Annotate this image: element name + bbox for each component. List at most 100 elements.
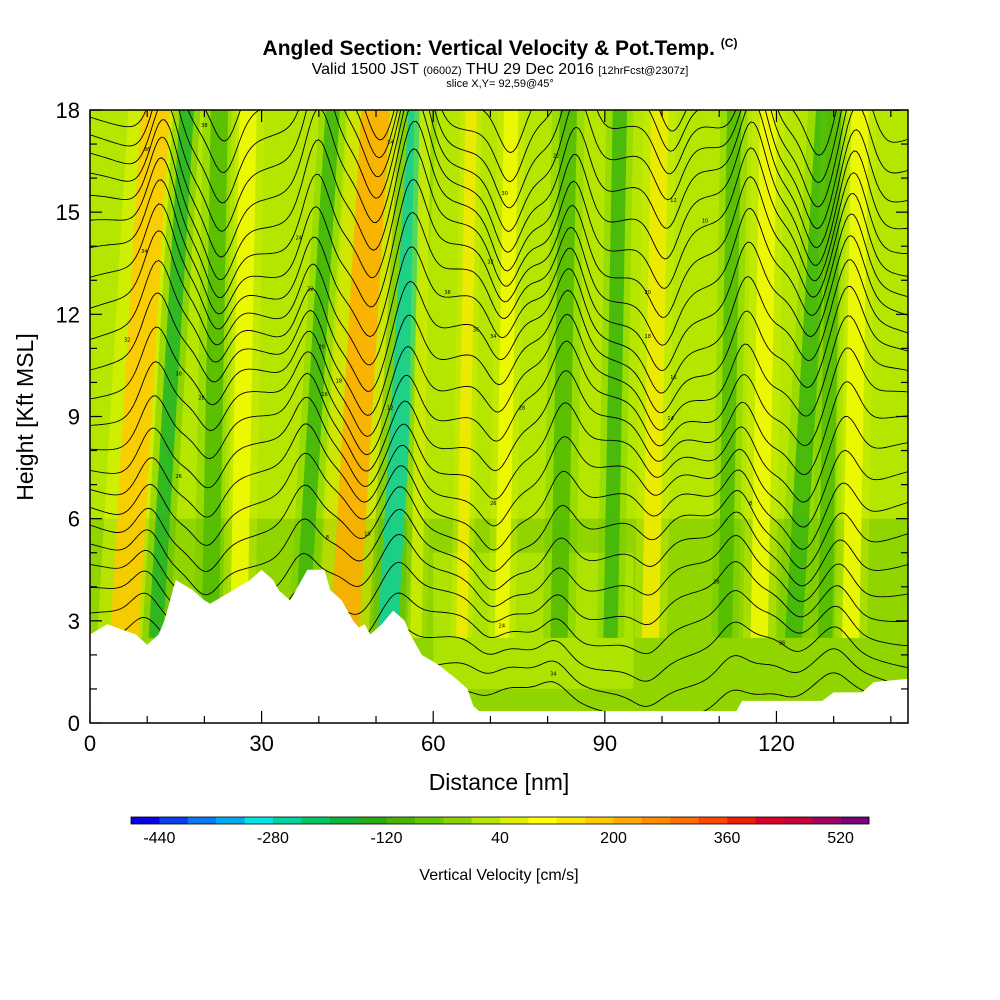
- colorbar-tick-label: 520: [827, 830, 854, 847]
- colorbar-tick-label: 360: [714, 830, 741, 847]
- theta-contour-label: 32: [487, 259, 493, 265]
- colorbar-bin: [528, 817, 558, 824]
- velocity-band: [201, 110, 229, 638]
- theta-contour: [90, 313, 908, 437]
- colorbar-bin: [386, 817, 416, 824]
- valid-prefix: Valid 1500 JST: [311, 61, 419, 78]
- theta-contour-label: 16: [321, 392, 327, 398]
- chart-subtitle: Valid 1500 JST (0600Z) THU 29 Dec 2016 […: [0, 61, 1000, 79]
- velocity-band: [377, 110, 429, 638]
- theta-contour: [90, 110, 908, 232]
- colorbar-bin: [131, 817, 160, 824]
- theta-contour-label: 28: [198, 395, 204, 401]
- colorbar-tick-label: 40: [491, 830, 509, 847]
- theta-contour-label: 24: [499, 624, 505, 630]
- y-tick-label: 12: [56, 302, 80, 327]
- x-axis-title: Distance [nm]: [429, 769, 570, 795]
- colorbar-tick-label: -120: [370, 830, 402, 847]
- theta-contour-label: 8: [749, 501, 752, 507]
- theta-contour-label: 38: [444, 290, 450, 296]
- theta-contour-label: 26: [490, 501, 496, 507]
- forecast-label: [12hrFcst@2307z]: [598, 65, 689, 77]
- velocity-band-halo: [634, 110, 677, 638]
- theta-contour: [204, 110, 837, 156]
- velocity-band-halo: [596, 110, 634, 638]
- velocity-band-halo: [405, 110, 437, 638]
- velocity-band: [494, 110, 519, 638]
- colorbar-bin: [613, 817, 643, 824]
- velocity-band: [785, 110, 834, 638]
- theta-contour-label: 38: [713, 579, 719, 585]
- x-tick-label: 120: [758, 731, 795, 756]
- colorbar-bin: [443, 817, 472, 824]
- theta-contour-label: 36: [779, 641, 785, 647]
- theta-contour-label: 18: [336, 378, 342, 384]
- colorbar-bin: [556, 817, 586, 824]
- theta-contour: [90, 396, 908, 503]
- y-tick-label: 9: [68, 405, 80, 430]
- theta-contour-label: 36: [144, 147, 150, 153]
- velocity-band-halo: [542, 110, 585, 638]
- velocity-band-halo: [193, 110, 236, 638]
- chart-title: Angled Section: Vertical Velocity & Pot.…: [0, 36, 1000, 61]
- theta-contour-label: 20: [645, 290, 651, 296]
- velocity-band-halo: [97, 110, 183, 638]
- colorbar-bin: [641, 817, 671, 824]
- y-axis-title: Height [Kft MSL]: [12, 333, 38, 500]
- theta-contour-label: 36: [473, 327, 479, 333]
- velocity-band: [550, 110, 577, 638]
- colorbar-bin: [216, 817, 245, 824]
- theta-contour-label: 16: [670, 375, 676, 381]
- theta-contour: [90, 423, 908, 528]
- y-tick-label: 18: [56, 98, 80, 123]
- colorbar-bin: [670, 817, 699, 824]
- y-tick-label: 3: [68, 609, 80, 634]
- theta-contour-label: 32: [124, 338, 130, 344]
- x-tick-label: 90: [593, 731, 617, 756]
- colorbar-bin: [727, 817, 756, 824]
- valid-utc: (0600Z): [423, 65, 462, 77]
- theta-contour: [90, 120, 908, 281]
- theta-contour-label: 26: [175, 474, 181, 480]
- colorbar-bin: [755, 817, 785, 824]
- colorbar-title: Vertical Velocity [cm/s]: [419, 867, 578, 884]
- colorbar-tick-label: 200: [600, 830, 627, 847]
- velocity-band-halo: [222, 110, 265, 638]
- title-main: Angled Section: Vertical Velocity & Pot.…: [262, 37, 715, 60]
- theta-contour-label: 18: [645, 334, 651, 340]
- colorbar-bin: [585, 817, 614, 824]
- theta-contour-label: 12: [387, 406, 393, 412]
- valid-date: THU 29 Dec 2016: [465, 61, 594, 78]
- theta-contour-label: 34: [141, 249, 147, 255]
- theta-contour-label: 20: [318, 344, 324, 350]
- theta-contour-label: 38: [201, 123, 207, 129]
- colorbar-bin: [159, 817, 189, 824]
- theta-contour-label: 12: [670, 198, 676, 204]
- y-tick-label: 0: [68, 711, 80, 736]
- velocity-band: [148, 110, 194, 638]
- velocity-band: [842, 110, 869, 638]
- theta-contour-label: 24: [296, 235, 302, 241]
- velocity-band-halo: [317, 110, 403, 638]
- theta-contour: [90, 230, 908, 372]
- colorbar-tick-label: -440: [143, 830, 175, 847]
- velocity-band-halo: [142, 110, 201, 638]
- colorbar-bin: [329, 817, 359, 824]
- theta-contour-label: 28: [519, 406, 525, 412]
- colorbar-bin: [301, 817, 330, 824]
- theta-contour: [90, 110, 903, 183]
- theta-contour-label: 10: [364, 532, 370, 538]
- colorbar-bin: [272, 817, 302, 824]
- theta-contour: [90, 484, 908, 572]
- theta-contour-label: 8: [326, 535, 329, 541]
- velocity-band-halo: [450, 110, 482, 638]
- y-tick-label: 6: [68, 507, 80, 532]
- colorbar-bin: [783, 817, 813, 824]
- velocity-band: [817, 110, 842, 638]
- terrain: [90, 569, 908, 723]
- terrain-mask: [90, 569, 908, 723]
- colorbar-bin: [471, 817, 501, 824]
- colorbar-bin: [698, 817, 728, 824]
